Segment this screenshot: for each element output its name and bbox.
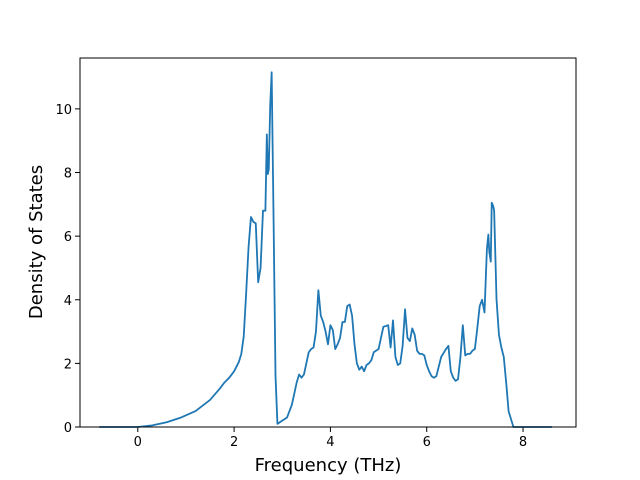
axes-frame — [79, 57, 577, 428]
y-tick-label: 8 — [64, 167, 72, 182]
tick-group: 0 2 4 6 8 0 2 4 6 8 10 — [55, 103, 527, 450]
y-tick-label: 0 — [64, 421, 72, 436]
x-axis-label: Frequency (THz) — [255, 455, 402, 476]
series-group — [99, 71, 552, 428]
y-tick-label: 10 — [55, 103, 72, 118]
y-tick-label: 4 — [64, 294, 72, 309]
x-tick-label: 4 — [326, 435, 334, 450]
x-tick-label: 2 — [230, 435, 238, 450]
y-tick-label: 6 — [64, 230, 72, 245]
y-tick-label: 2 — [64, 357, 72, 372]
x-tick-label: 6 — [423, 435, 431, 450]
x-tick-label: 8 — [519, 435, 527, 450]
y-axis-label: Density of States — [26, 165, 47, 319]
x-tick-label: 0 — [134, 435, 142, 450]
dos-series-line-0 — [99, 71, 552, 428]
